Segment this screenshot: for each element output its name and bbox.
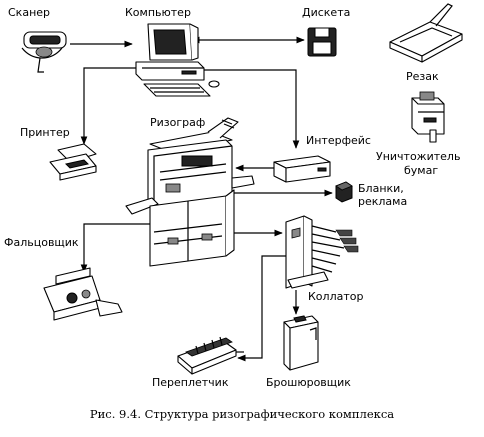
folder-device — [43, 267, 123, 321]
computer-device — [135, 23, 220, 97]
printer-label: Принтер — [20, 126, 70, 139]
cutter-device — [389, 3, 463, 63]
interface-device — [273, 155, 331, 183]
connections — [70, 36, 333, 362]
stapler-label: Брошюровщик — [266, 376, 351, 389]
binder-label: Переплетчик — [152, 376, 229, 389]
collator-label: Коллатор — [308, 290, 363, 303]
interface-label: Интерфейс — [306, 134, 371, 147]
computer-label: Компьютер — [125, 6, 191, 19]
line-computer-interface — [196, 69, 300, 149]
forms-label-line1: Бланки, — [358, 182, 404, 195]
printer-device — [49, 143, 97, 181]
collator-device — [285, 215, 359, 289]
shredder-label-line1: Уничтожитель — [376, 150, 460, 163]
diskette-device — [307, 27, 337, 57]
forms-label-line2: реклама — [358, 195, 407, 208]
risograph-device — [125, 117, 255, 267]
diskette-label: Дискета — [302, 6, 350, 19]
cutter-label: Резак — [406, 70, 439, 83]
shredder-device — [411, 91, 445, 143]
scanner-device — [21, 31, 67, 73]
figure-caption: Рис. 9.4. Структура ризографического ком… — [90, 407, 394, 421]
scanner-label: Сканер — [8, 6, 50, 19]
line-collator-binder — [237, 255, 286, 362]
forms-stack — [335, 181, 353, 203]
line-computer-printer — [80, 67, 142, 145]
risograph-label: Ризограф — [150, 116, 205, 129]
binder-device — [177, 336, 244, 375]
stapler-device — [283, 315, 319, 371]
folder-label: Фальцовщик — [4, 236, 79, 249]
line-risograph-folder — [80, 223, 150, 273]
shredder-label-line2: бумаг — [404, 164, 438, 177]
